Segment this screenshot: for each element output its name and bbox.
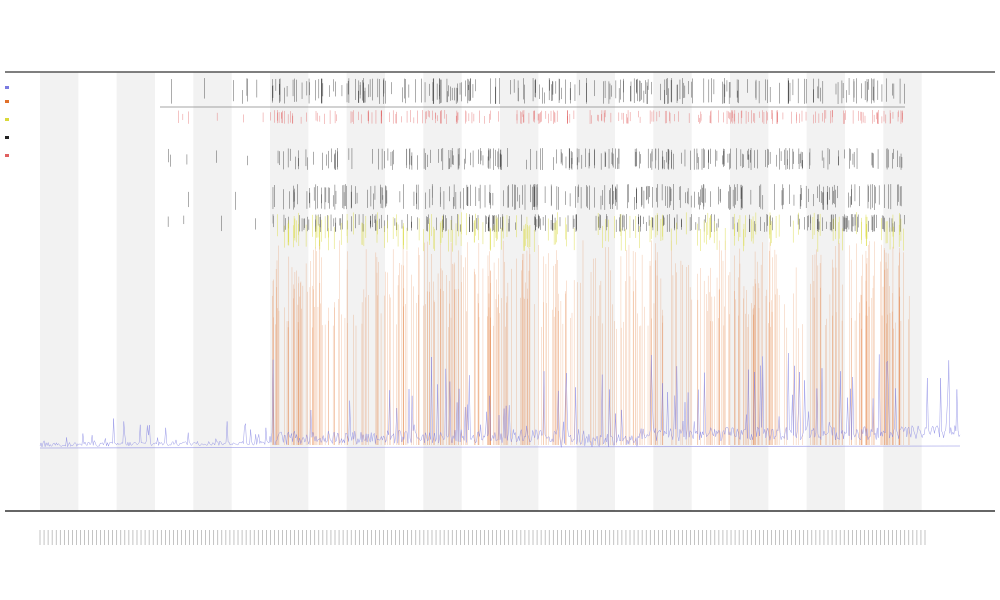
legend-swatch-0 [5, 86, 9, 89]
series-line [39, 353, 961, 448]
band-12 [500, 72, 539, 511]
band-4 [193, 72, 232, 511]
baseline-series [39, 353, 961, 449]
band-20 [806, 72, 845, 511]
legend-swatch-2 [5, 118, 9, 121]
band-0 [40, 72, 79, 511]
band-10 [423, 72, 462, 511]
band-18 [730, 72, 769, 511]
spike-series [272, 212, 910, 445]
band-16 [653, 72, 692, 511]
legend [5, 86, 9, 157]
x-axis-ticks [39, 530, 926, 545]
baseline-line [39, 445, 961, 449]
band-2 [116, 72, 155, 511]
tick-rows [167, 78, 905, 232]
background-bands [40, 72, 922, 511]
band-14 [576, 72, 615, 511]
plot-frame [5, 71, 995, 512]
band-22 [883, 72, 922, 511]
legend-swatch-3 [5, 136, 9, 139]
band-6 [270, 72, 309, 511]
legend-swatch-4 [5, 154, 9, 157]
legend-swatch-1 [5, 100, 9, 103]
band-8 [346, 72, 385, 511]
